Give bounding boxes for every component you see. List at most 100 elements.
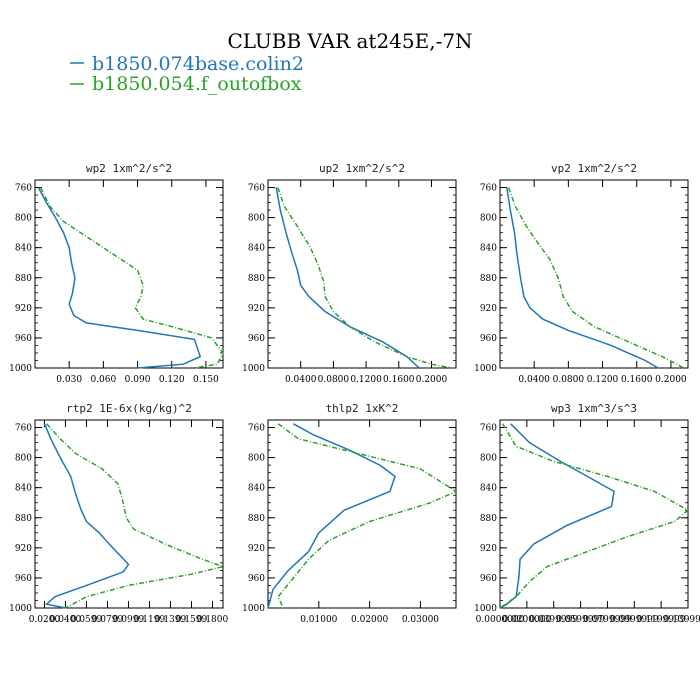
y-tick-label: 880 <box>248 514 265 524</box>
y-tick-label: 800 <box>15 214 32 224</box>
x-tick-label: 0.0800 <box>553 375 585 385</box>
x-tick-label: 0.0999999 <box>610 615 659 625</box>
y-tick-label: 800 <box>248 454 265 464</box>
y-tick-label: 840 <box>480 484 497 494</box>
y-tick-label: 800 <box>15 454 32 464</box>
series-line-1 <box>275 187 420 369</box>
y-tick-label: 1000 <box>242 604 265 614</box>
series-line-1 <box>499 423 615 609</box>
plot-frame <box>267 419 457 609</box>
x-tick-label: 0.1399 <box>155 615 187 625</box>
y-tick-label: 960 <box>248 574 265 584</box>
x-tick-label: 0.1199 <box>134 615 166 625</box>
y-tick-label: 800 <box>248 214 265 224</box>
x-tick-label: 0.1599 <box>176 615 208 625</box>
plot-frame <box>499 179 689 369</box>
series-line-1 <box>506 187 659 369</box>
x-tick-label: 0.0399999 <box>529 615 578 625</box>
plot-frame <box>499 419 689 609</box>
plot-frame <box>267 179 457 369</box>
panel-title: up2 1xm^2/s^2 <box>319 162 405 175</box>
y-tick-label: 800 <box>480 214 497 224</box>
x-tick-label: 0.0799999 <box>583 615 632 625</box>
x-tick-label: 0.1800 <box>197 615 229 625</box>
y-tick-label: 920 <box>15 304 32 314</box>
series-line-2 <box>40 187 224 369</box>
series-line-2 <box>46 423 226 609</box>
x-tick-label: 0.030 <box>56 375 82 385</box>
y-tick-label: 880 <box>248 274 265 284</box>
y-tick-label: 760 <box>480 424 497 434</box>
x-tick-label: 0.2000 <box>655 375 687 385</box>
panel-title: wp2 1xm^2/s^2 <box>86 162 172 175</box>
y-tick-label: 920 <box>248 544 265 554</box>
x-tick-label: 0.1199999 <box>637 615 686 625</box>
panel-5: thlp2 1xK^2 760 800 840 880 920 960 1000 0.01000… <box>242 402 458 625</box>
x-tick-label: 0.0400 <box>518 375 550 385</box>
figure-title: CLUBB VAR at245E,-7N <box>227 29 472 53</box>
y-tick-label: 1000 <box>9 364 32 374</box>
y-tick-label: 920 <box>480 544 497 554</box>
y-tick-label: 880 <box>15 514 32 524</box>
y-tick-label: 1000 <box>9 604 32 614</box>
x-tick-label: 0.0599 <box>71 615 103 625</box>
y-tick-label: 960 <box>15 574 32 584</box>
y-tick-label: 920 <box>248 304 265 314</box>
panel-title: rtp2 1E-6x(kg/kg)^2 <box>66 402 192 415</box>
y-tick-label: 1000 <box>242 364 265 374</box>
x-tick-label: 0.1600 <box>621 375 653 385</box>
x-tick-label: 0.2000 <box>416 375 448 385</box>
series-line-2 <box>277 187 453 369</box>
y-tick-label: 960 <box>480 574 497 584</box>
y-tick-label: 840 <box>15 244 32 254</box>
y-tick-label: 840 <box>248 484 265 494</box>
x-tick-label: 0.090 <box>125 375 151 385</box>
y-tick-label: 840 <box>480 244 497 254</box>
y-tick-label: 960 <box>15 334 32 344</box>
series-line-1 <box>37 187 202 369</box>
panel-title: vp2 1xm^2/s^2 <box>551 162 637 175</box>
y-tick-label: 760 <box>248 184 265 194</box>
panel-2: up2 1xm^2/s^2 760 800 840 880 920 960 1000 0.040… <box>242 162 457 385</box>
y-tick-label: 960 <box>480 334 497 344</box>
panel-1: wp2 1xm^2/s^2 760 800 840 880 920 960 1000 0.030… <box>9 162 224 385</box>
x-tick-label: 0.1600 <box>383 375 415 385</box>
y-tick-label: 960 <box>248 334 265 344</box>
plot-frame <box>34 419 224 609</box>
x-tick-label: 0.0999 <box>113 615 145 625</box>
legend-label-2: b1850.054.f_outofbox <box>92 73 302 95</box>
legend-label-1: b1850.074base.colin2 <box>92 53 304 75</box>
y-tick-label: 760 <box>15 184 32 194</box>
panel-title: thlp2 1xK^2 <box>326 402 399 415</box>
series-line-1 <box>267 423 396 609</box>
x-tick-label: 0.0400 <box>50 615 82 625</box>
x-tick-label: 0.0200000 <box>503 615 552 625</box>
x-tick-label: 0.0200 <box>29 615 61 625</box>
panel-6: wp3 1xm^3/s^3 760 800 840 880 920 960 10000.000… <box>474 402 700 625</box>
x-tick-label: 0.1200 <box>587 375 619 385</box>
panel-3: vp2 1xm^2/s^2 760 800 840 880 920 960 1000 0.040… <box>474 162 689 385</box>
series-line-2 <box>499 423 690 609</box>
panel-title: wp3 1xm^3/s^3 <box>551 402 637 415</box>
x-tick-label: 0.01000 <box>300 615 337 625</box>
y-tick-label: 760 <box>480 184 497 194</box>
y-tick-label: 760 <box>15 424 32 434</box>
x-tick-label: 0.150 <box>193 375 219 385</box>
x-tick-label: 0.02000 <box>351 615 388 625</box>
series-line-2 <box>277 423 458 609</box>
y-tick-label: 1000 <box>474 364 497 374</box>
y-tick-label: 920 <box>15 544 32 554</box>
x-tick-label: 0.0000000 <box>476 615 525 625</box>
y-tick-label: 880 <box>480 514 497 524</box>
y-tick-label: 1000 <box>474 604 497 614</box>
y-tick-label: 920 <box>480 304 497 314</box>
y-tick-label: 800 <box>480 454 497 464</box>
y-tick-label: 880 <box>480 274 497 284</box>
x-tick-label: 0.120 <box>159 375 185 385</box>
y-tick-label: 840 <box>248 244 265 254</box>
y-tick-label: 840 <box>15 484 32 494</box>
series-line-2 <box>507 187 685 369</box>
x-tick-label: 0.1200 <box>350 375 382 385</box>
panel-grid: wp2 1xm^2/s^2 760 800 840 880 920 960 1000 0.030… <box>9 162 700 625</box>
